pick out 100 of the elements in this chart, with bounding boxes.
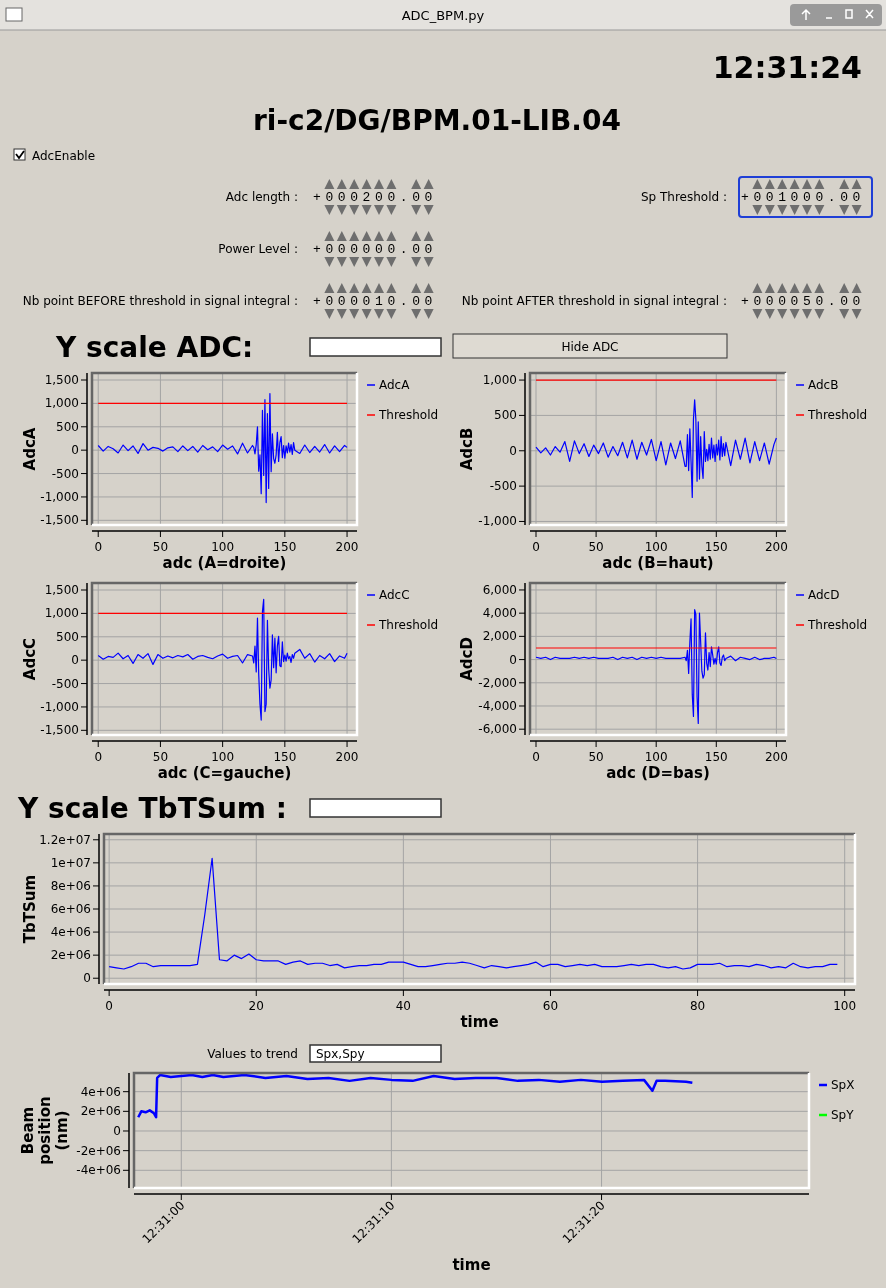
y-tick-label: 2,000 (482, 629, 517, 644)
x-tick-label: 100 (833, 999, 857, 1013)
x-axis-title: adc (B=haut) (602, 554, 714, 572)
x-tick-label: 150 (273, 540, 297, 554)
legend-label: AdcB (808, 378, 839, 392)
y-tick-label: 1,000 (482, 373, 517, 388)
text: +000000.00 (313, 242, 438, 257)
y-tick-label: 4,000 (482, 606, 517, 621)
x-tick-label: 0 (532, 540, 540, 554)
legend-label: AdcA (379, 378, 411, 392)
x-tick-label: 200 (764, 540, 788, 554)
text: AdcEnable (32, 149, 96, 163)
text: Nb point AFTER threshold in signal integral : (461, 294, 727, 308)
line-series (108, 857, 838, 970)
y-tick-label: -1,000 (40, 489, 79, 504)
y-tick-label: 8e+06 (50, 878, 91, 893)
y-tick-label: 0 (71, 653, 79, 668)
y-tick-label: -500 (489, 479, 517, 494)
y-tick-label: 6,000 (482, 582, 517, 597)
y-axis-title: AdcA (21, 427, 39, 471)
y-axis-title: AdcD (458, 637, 476, 681)
text: 12:31:24 (712, 50, 862, 85)
x-tick-label: 200 (335, 750, 359, 764)
line-series (535, 399, 777, 499)
y-tick-label: 500 (56, 419, 79, 434)
x-tick-label: 40 (395, 999, 412, 1013)
text: ri-c2/DG/BPM.01-LIB.04 (253, 104, 621, 137)
y-tick-label: -2e+06 (76, 1143, 121, 1158)
text: Power Level : (218, 242, 298, 256)
y-axis-title: AdcB (458, 427, 476, 471)
x-tick-label: 50 (588, 540, 604, 554)
text: ADC_BPM.py (401, 8, 485, 23)
y-tick-label: -1,000 (40, 699, 79, 714)
y-tick-label: 500 (494, 408, 517, 423)
x-tick-label: 200 (764, 750, 788, 764)
y-axis-title: TbTSum (21, 874, 39, 944)
y-tick-label: 500 (56, 629, 79, 644)
text: Spx,Spy (316, 1047, 365, 1061)
x-axis-title: adc (A=droite) (162, 554, 287, 572)
text: Y scale TbTSum : (17, 792, 287, 825)
line-series (97, 598, 348, 721)
x-tick-label: 150 (273, 750, 297, 764)
x-tick-label: 100 (211, 750, 235, 764)
y-tick-label: 1,500 (44, 583, 79, 598)
y-tick-label: 2e+06 (50, 948, 91, 963)
x-tick-label: 50 (588, 750, 604, 764)
legend-label: SpY (831, 1108, 855, 1122)
x-axis-title: adc (C=gauche) (157, 764, 292, 782)
x-axis-title: time (460, 1013, 499, 1031)
y-tick-label: -1,000 (478, 514, 517, 529)
y-tick-label: 2e+06 (80, 1104, 121, 1119)
x-tick-label: 80 (689, 999, 706, 1013)
legend-label: Threshold (378, 618, 439, 632)
x-tick-label: 150 (704, 750, 728, 764)
y-tick-label: -4e+06 (76, 1163, 121, 1178)
x-axis-title: time (452, 1256, 491, 1274)
text: Sp Threshold : (640, 190, 727, 204)
line-series (535, 609, 777, 724)
y-tick-label: -6,000 (478, 722, 517, 737)
y-tick-label: 1,000 (44, 396, 79, 411)
legend-label: SpX (831, 1078, 855, 1092)
x-tick-label: 50 (152, 750, 169, 764)
x-tick-label: 150 (704, 540, 728, 554)
y-tick-label: 1e+07 (50, 855, 91, 870)
y-tick-label: 0 (509, 652, 517, 667)
x-tick-label: 0 (532, 750, 540, 764)
text: +000200.00 (313, 190, 438, 205)
x-tick-label: 20 (248, 999, 264, 1013)
text: Hide ADC (561, 340, 619, 354)
line-series (97, 392, 348, 504)
y-tick-label: 0 (509, 443, 517, 458)
y-tick-label: -500 (51, 466, 79, 481)
y-tick-label: 1,500 (44, 373, 79, 388)
line-series (136, 1073, 694, 1119)
y-tick-label: 1.2e+07 (39, 832, 91, 847)
y-tick-label: -1,500 (40, 513, 79, 528)
text: +000010.00 (313, 294, 438, 309)
y-axis-title: Beam position (nm) (19, 1096, 71, 1165)
text: Adc length : (225, 190, 298, 204)
text: Y scale ADC: (55, 331, 254, 364)
y-tick-label: 0 (83, 971, 91, 986)
y-tick-label: 4e+06 (50, 925, 91, 940)
y-tick-label: 0 (113, 1123, 121, 1138)
legend-label: Threshold (378, 408, 439, 422)
x-tick-label: 100 (644, 750, 668, 764)
legend-label: Threshold (807, 618, 868, 632)
x-axis-title: adc (D=bas) (606, 764, 710, 782)
x-tick-label: 100 (211, 540, 235, 554)
legend-label: Threshold (807, 408, 868, 422)
y-tick-label: -4,000 (478, 698, 517, 713)
y-axis-title: AdcC (21, 637, 39, 681)
y-tick-label: -2,000 (478, 675, 517, 690)
text: +000050.00 (741, 294, 866, 309)
y-tick-label: 4e+06 (80, 1084, 121, 1099)
y-tick-label: 0 (71, 443, 79, 458)
text: Values to trend (207, 1047, 298, 1061)
y-tick-label: 6e+06 (50, 902, 91, 916)
y-tick-label: 1,000 (44, 606, 79, 621)
legend-label: AdcC (379, 588, 410, 602)
text: Nb point BEFORE threshold in signal integral : (22, 294, 298, 308)
